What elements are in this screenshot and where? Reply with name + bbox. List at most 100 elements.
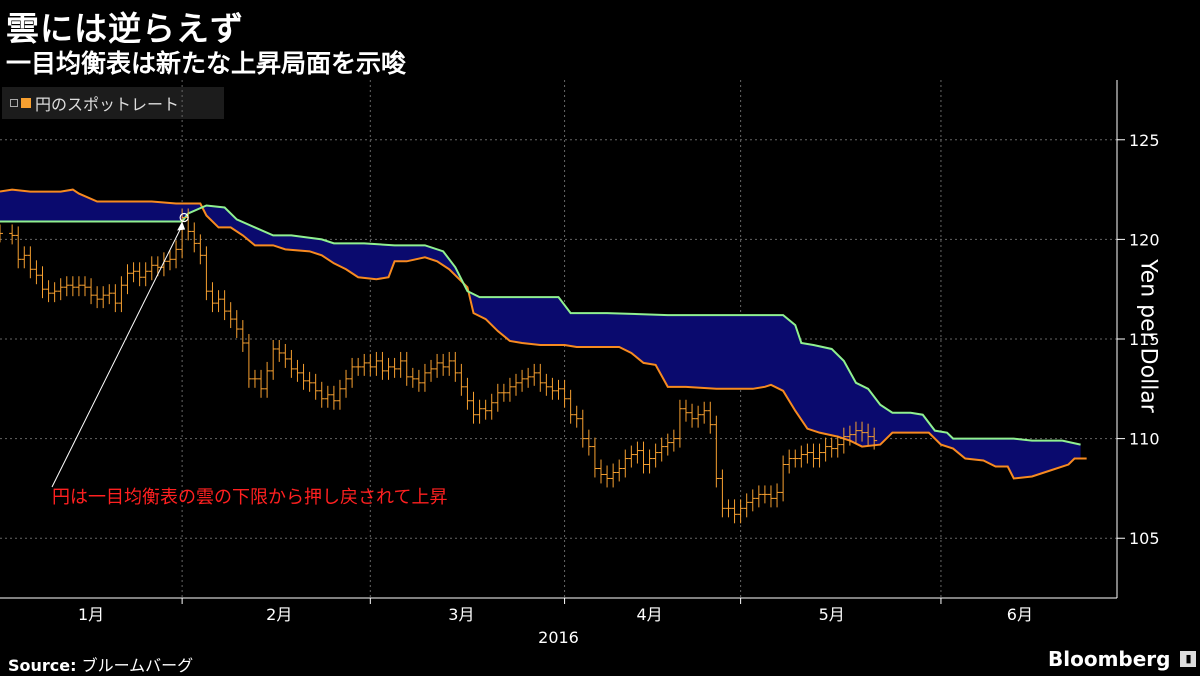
- price-bar: [124, 264, 131, 295]
- price-bar: [421, 363, 428, 392]
- price-bar: [63, 276, 70, 297]
- price-bar: [306, 371, 313, 392]
- y-tick-label: 120: [1129, 230, 1160, 249]
- bloomberg-icon[interactable]: ▮: [1180, 651, 1197, 667]
- price-bar: [865, 423, 872, 446]
- price-bar: [100, 286, 107, 309]
- price-bar: [349, 357, 356, 388]
- price-bar: [664, 433, 671, 456]
- price-bar: [822, 437, 829, 462]
- legend-toggle-icon[interactable]: [10, 99, 18, 107]
- price-bar: [355, 357, 362, 376]
- price-bar: [525, 367, 532, 388]
- price-bar: [336, 379, 343, 410]
- price-bar: [506, 377, 513, 402]
- price-bar: [288, 349, 295, 378]
- price-bar: [761, 485, 768, 504]
- price-bar: [701, 401, 708, 424]
- price-bar: [75, 276, 82, 297]
- price-bar: [561, 379, 568, 408]
- price-bar: [142, 262, 149, 287]
- price-bar: [373, 351, 380, 376]
- price-bar: [233, 310, 240, 339]
- price-bar: [846, 425, 853, 446]
- price-bar: [154, 256, 161, 277]
- chart-title: 雲には逆らえず: [6, 9, 244, 48]
- price-bar: [816, 443, 823, 468]
- price-bar: [173, 240, 180, 269]
- price-bar: [622, 449, 629, 478]
- price-bar: [221, 290, 228, 321]
- price-bar: [755, 485, 762, 508]
- price-bar: [39, 266, 46, 299]
- price-bar: [676, 399, 683, 448]
- price-bar: [379, 351, 386, 380]
- price-bar: [513, 373, 520, 396]
- annotation-group: 円は一目均衡表の雲の下限から押し戻されて上昇: [51, 212, 447, 508]
- price-bar: [270, 339, 277, 380]
- price-bar: [482, 399, 489, 420]
- price-bar: [415, 369, 422, 392]
- price-bar: [786, 449, 793, 474]
- price-bar: [276, 339, 283, 362]
- price-bar: [51, 282, 58, 303]
- price-bar: [300, 363, 307, 390]
- price-bar: [0, 224, 3, 243]
- price-bars: [0, 208, 878, 524]
- price-bar: [804, 443, 811, 464]
- price-bar: [713, 415, 720, 488]
- price-bar: [774, 483, 781, 508]
- price-bar: [160, 252, 167, 277]
- price-bar: [585, 429, 592, 456]
- x-tick-label: 3月: [448, 605, 474, 624]
- price-bar: [652, 443, 659, 468]
- price-bar: [203, 246, 210, 301]
- price-bar: [197, 234, 204, 265]
- price-bar: [118, 276, 125, 313]
- price-bar: [330, 385, 337, 410]
- price-bar: [737, 499, 744, 524]
- price-bar: [391, 357, 398, 378]
- price-bar: [428, 359, 435, 382]
- price-bar: [780, 455, 787, 502]
- price-bar: [610, 463, 617, 488]
- price-bar: [209, 282, 216, 313]
- price-bar: [318, 381, 325, 408]
- price-bar: [45, 280, 52, 303]
- price-bar: [179, 208, 186, 259]
- price-bar: [251, 369, 258, 388]
- price-bar: [658, 437, 665, 462]
- price-bar: [646, 449, 653, 474]
- price-bar: [604, 465, 611, 488]
- x-tick-label: 2月: [266, 605, 292, 624]
- price-bar: [579, 409, 586, 448]
- annotation-arrow: [51, 225, 183, 488]
- price-bar: [106, 284, 113, 305]
- price-bar: [767, 485, 774, 508]
- axes: 105 110 115 120 125 1月 2月 3月 4月 5月 6月 2016: [0, 80, 1160, 647]
- price-bar: [871, 427, 878, 450]
- source-text: ブルームバーグ: [81, 656, 194, 675]
- price-bar: [543, 373, 550, 396]
- price-bar: [840, 427, 847, 454]
- price-bar: [725, 499, 732, 518]
- price-bar: [852, 421, 859, 444]
- price-bar: [9, 224, 16, 245]
- price-bar: [191, 222, 198, 253]
- price-bar: [682, 399, 689, 422]
- price-bar: [628, 445, 635, 468]
- price-bar: [573, 405, 580, 428]
- y-tick-label: 105: [1129, 529, 1160, 548]
- price-bar: [537, 363, 544, 392]
- price-bar: [166, 250, 173, 271]
- price-bar: [33, 260, 40, 285]
- legend-swatch: [21, 98, 31, 108]
- price-bar: [707, 401, 714, 434]
- y-tick-label: 110: [1129, 430, 1160, 449]
- price-bar: [403, 351, 410, 386]
- price-bar: [385, 357, 392, 380]
- price-bar: [834, 435, 841, 458]
- price-bar: [258, 369, 265, 398]
- price-bar: [488, 393, 495, 420]
